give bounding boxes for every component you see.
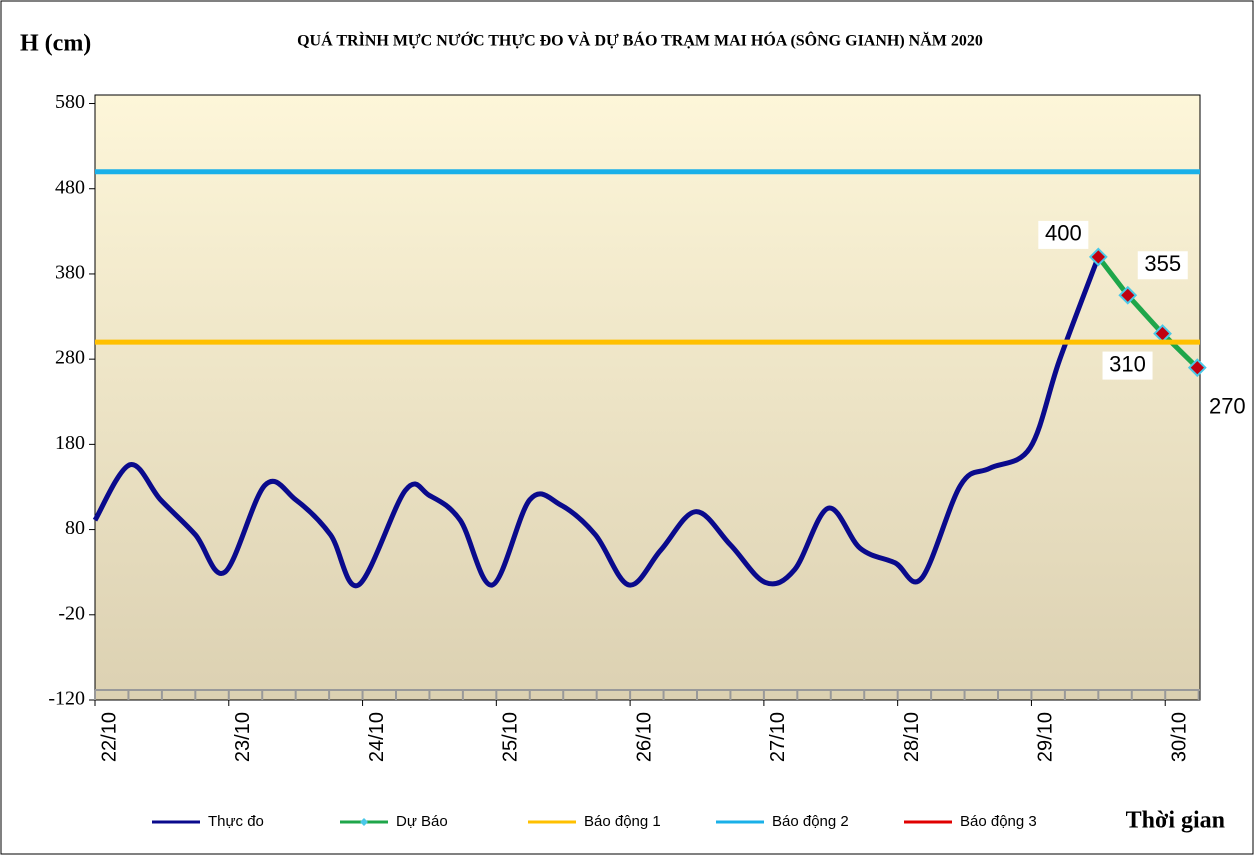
data-label: 270 bbox=[1209, 393, 1246, 418]
data-label: 310 bbox=[1109, 351, 1146, 376]
legend-marker bbox=[360, 818, 368, 826]
y-axis-label: H (cm) bbox=[20, 31, 91, 57]
x-tick-label: 28/10 bbox=[901, 712, 923, 762]
series-line bbox=[92, 256, 1101, 589]
plot-area bbox=[94, 94, 1201, 701]
y-tick-label: 380 bbox=[55, 262, 85, 284]
x-tick-label: 22/10 bbox=[98, 712, 120, 762]
y-tick-label: 180 bbox=[55, 432, 85, 454]
data-label: 400 bbox=[1045, 221, 1082, 246]
x-tick-label: 26/10 bbox=[633, 712, 655, 762]
x-tick-label: 27/10 bbox=[767, 712, 789, 762]
marker bbox=[1187, 358, 1207, 378]
y-tick-label: 80 bbox=[65, 517, 85, 539]
y-tick-label: 280 bbox=[55, 347, 85, 369]
marker bbox=[1118, 285, 1138, 305]
label-bg bbox=[1038, 220, 1089, 249]
x-tick-label: 23/10 bbox=[232, 712, 254, 762]
legend-label: Báo động 2 bbox=[772, 813, 849, 830]
x-tick-label: 30/10 bbox=[1168, 712, 1190, 762]
x-tick-label: 29/10 bbox=[1035, 712, 1057, 762]
legend-label: Thực đo bbox=[208, 813, 264, 830]
legend-label: Báo động 1 bbox=[584, 813, 661, 830]
x-axis-label: Thời gian bbox=[1126, 808, 1225, 834]
chart-title: QUÁ TRÌNH MỰC NƯỚC THỰC ĐO VÀ DỰ BÁO TRẠ… bbox=[297, 31, 983, 50]
y-tick-label: 580 bbox=[55, 91, 85, 113]
y-tick-label: 480 bbox=[55, 176, 85, 198]
marker bbox=[1088, 247, 1108, 267]
x-tick-label: 24/10 bbox=[366, 712, 388, 762]
x-tick-label: 25/10 bbox=[500, 712, 522, 762]
data-label: 355 bbox=[1144, 251, 1181, 276]
series-line bbox=[1096, 255, 1200, 370]
y-tick-label: -20 bbox=[58, 602, 85, 624]
label-bg bbox=[1102, 351, 1153, 380]
label-bg bbox=[1137, 251, 1188, 280]
y-tick-label: -120 bbox=[48, 688, 85, 710]
legend-label: Dự Báo bbox=[396, 813, 448, 830]
legend-label: Báo động 3 bbox=[960, 813, 1037, 830]
label-bg bbox=[1202, 393, 1253, 422]
